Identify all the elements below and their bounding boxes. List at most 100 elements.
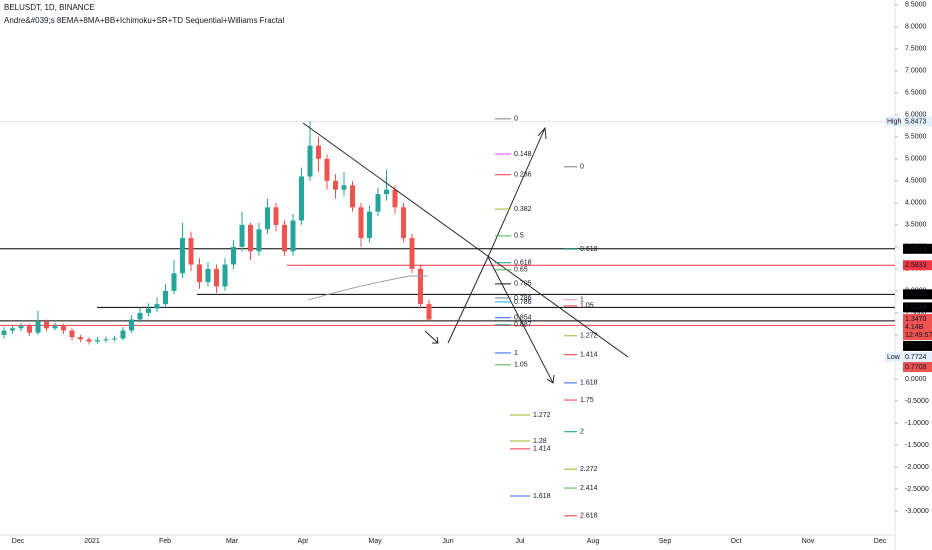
y-tick-label: 5.0000 bbox=[905, 156, 927, 163]
candle-body bbox=[146, 308, 151, 313]
layer bbox=[1, 121, 432, 345]
candle-body bbox=[52, 326, 58, 329]
x-tick-label: Dec bbox=[12, 538, 25, 545]
fib-label: 0.5 bbox=[514, 233, 524, 240]
fib-label: 2.618 bbox=[580, 513, 598, 520]
candle-body bbox=[350, 185, 355, 208]
price-label-box bbox=[903, 243, 932, 254]
indicator-name: Andre&#039;s 8EMA+8MA+BB+Ichimoku+SR+TD … bbox=[4, 16, 284, 25]
candle-body bbox=[180, 238, 185, 274]
candle-body bbox=[95, 340, 100, 342]
fib-label: 2 bbox=[580, 429, 584, 436]
price-label-prefix-box bbox=[885, 116, 902, 127]
y-tick-label: 6.0000 bbox=[905, 112, 927, 119]
fib-label: 0.618 bbox=[580, 246, 598, 253]
fib-label: 1.75 bbox=[580, 397, 594, 404]
fib-label: 0.854 bbox=[514, 315, 532, 322]
y-tick-label: 6.5000 bbox=[905, 90, 927, 97]
price-label-prefix-box bbox=[885, 351, 902, 362]
candle-body bbox=[137, 312, 143, 320]
fib-label: 0.786 bbox=[514, 295, 532, 302]
x-tick-label: Mar bbox=[226, 538, 239, 545]
candle-body bbox=[299, 176, 304, 221]
fib-label: 0 bbox=[580, 164, 584, 171]
price-label-box bbox=[903, 340, 932, 351]
x-tick-label: 2021 bbox=[84, 538, 100, 545]
y-tick-label: -1.0000 bbox=[905, 420, 929, 427]
candle-body bbox=[205, 268, 211, 283]
price-label-box bbox=[903, 362, 932, 373]
layer bbox=[0, 121, 895, 326]
fib-label: 0.148 bbox=[514, 151, 532, 158]
fib-label: 0.618 bbox=[514, 260, 532, 267]
candle-body bbox=[367, 211, 372, 239]
x-tick-label: Jun bbox=[442, 538, 453, 545]
candle-body bbox=[27, 326, 32, 333]
y-tick-label: 7.0000 bbox=[905, 68, 927, 75]
candle-body bbox=[282, 224, 287, 252]
trend-line bbox=[302, 122, 629, 358]
price-label-prefix: Low bbox=[887, 354, 901, 361]
fib-label: 0.236 bbox=[514, 172, 532, 179]
candle-body bbox=[112, 338, 117, 340]
fib-label: 1.05 bbox=[514, 362, 528, 369]
candle-body bbox=[418, 268, 423, 305]
x-tick-label: Sep bbox=[659, 538, 672, 545]
fib-label: 0.382 bbox=[514, 206, 532, 213]
fib-label: 1.414 bbox=[533, 446, 551, 453]
candle-body bbox=[401, 207, 406, 239]
candle-body bbox=[103, 339, 109, 341]
x-tick-label: Nov bbox=[802, 538, 815, 545]
fib-label: 1 bbox=[580, 297, 584, 304]
candle-body bbox=[154, 304, 160, 309]
candle-body bbox=[188, 238, 194, 265]
y-tick-label: -2.5000 bbox=[905, 486, 929, 493]
layer: 8.5000 8.0000 7.5000 7.0000 6.5000 6.0000 5.50… bbox=[12, 2, 932, 545]
candle-body bbox=[163, 290, 168, 305]
candle-body bbox=[290, 220, 296, 252]
y-tick-label: -1.5000 bbox=[905, 442, 929, 449]
price-label: 0.7708 bbox=[905, 364, 927, 371]
candle-body bbox=[307, 145, 313, 177]
candle-body bbox=[256, 229, 262, 252]
x-tick-label: May bbox=[368, 538, 382, 545]
arrow-head bbox=[432, 336, 439, 344]
candle-body bbox=[231, 246, 236, 265]
candle-body bbox=[392, 189, 398, 208]
y-tick-label: 5.5000 bbox=[905, 134, 927, 141]
y-tick-label: 8.5000 bbox=[905, 2, 927, 9]
fib-label: 1.272 bbox=[580, 333, 598, 340]
candle-body bbox=[197, 264, 202, 283]
x-tick-label: Aug bbox=[587, 538, 600, 545]
fib-label: 1.414 bbox=[580, 352, 598, 359]
fib-label: 2.414 bbox=[580, 485, 598, 492]
candle-body bbox=[129, 319, 134, 331]
y-tick-label: -2.0000 bbox=[905, 464, 929, 471]
candle-body bbox=[18, 326, 24, 329]
y-tick-label: -3.0000 bbox=[905, 508, 929, 515]
candle-body bbox=[273, 207, 279, 225]
fib-label: 1 bbox=[514, 350, 518, 357]
y-tick-label: -0.5000 bbox=[905, 398, 929, 405]
y-tick-label: 3.5000 bbox=[905, 222, 927, 229]
candle-body bbox=[409, 238, 415, 269]
y-tick-label: 1.5000 bbox=[905, 310, 927, 317]
candle-body bbox=[35, 321, 41, 333]
price-label-box bbox=[903, 260, 932, 271]
candle-body bbox=[341, 185, 347, 190]
y-tick-label: 0.0000 bbox=[905, 376, 927, 383]
candle-body bbox=[248, 224, 253, 252]
candle-body bbox=[426, 304, 432, 320]
price-label-prefix: High bbox=[887, 118, 902, 125]
y-tick-label: 7.5000 bbox=[905, 46, 927, 53]
price-label: 2.5833 bbox=[905, 262, 927, 269]
layer: 00.1480.2360.3820.50.6180.650.7050.7860.… bbox=[495, 116, 598, 520]
arrow-head bbox=[537, 126, 547, 140]
fib-label: 2.272 bbox=[580, 466, 598, 473]
price-label-box bbox=[903, 351, 932, 362]
candle-body bbox=[61, 326, 66, 331]
fib-label: 1.618 bbox=[533, 493, 551, 500]
price-label: 1.3470 bbox=[905, 316, 927, 323]
